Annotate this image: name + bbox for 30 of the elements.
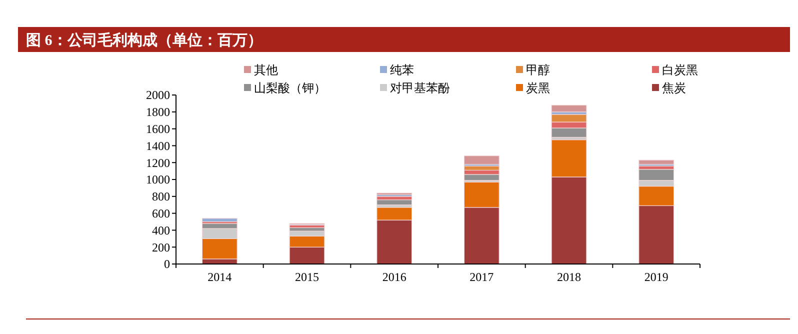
x-tick-label: 2019 xyxy=(644,270,668,284)
y-tick-label: 1600 xyxy=(146,122,170,136)
legend-label: 甲醇 xyxy=(526,63,550,77)
legend-label: 山梨酸（钾） xyxy=(254,81,326,95)
x-tick-label: 2014 xyxy=(208,270,232,284)
x-tick-label: 2017 xyxy=(470,270,494,284)
bar xyxy=(202,218,238,222)
y-tick-label: 1800 xyxy=(146,105,170,120)
y-tick-label: 2000 xyxy=(146,88,170,102)
legend-label: 焦炭 xyxy=(662,81,686,95)
legend-label: 纯苯 xyxy=(390,63,414,77)
y-tick-label: 1200 xyxy=(146,156,170,170)
bar xyxy=(638,160,674,165)
chart-title: 图 6：公司毛利构成（单位：百万） xyxy=(26,32,262,49)
x-tick-label: 2015 xyxy=(295,270,319,284)
y-tick-label: 600 xyxy=(152,206,170,220)
legend-label: 其他 xyxy=(254,63,278,77)
bar xyxy=(464,156,500,165)
legend-label: 白炭黑 xyxy=(662,63,698,77)
x-tick-label: 2018 xyxy=(557,270,581,284)
bar xyxy=(551,104,587,112)
y-tick-label: 0 xyxy=(164,257,170,272)
y-tick-label: 800 xyxy=(152,190,170,204)
y-tick-label: 1000 xyxy=(146,172,170,187)
y-tick-label: 200 xyxy=(152,240,170,254)
legend-label: 对甲基苯酚 xyxy=(390,81,450,95)
legend-label: 炭黑 xyxy=(526,81,550,95)
y-tick-label: 1400 xyxy=(146,138,170,153)
x-tick-label: 2016 xyxy=(382,270,406,284)
y-tick-label: 400 xyxy=(152,223,170,238)
